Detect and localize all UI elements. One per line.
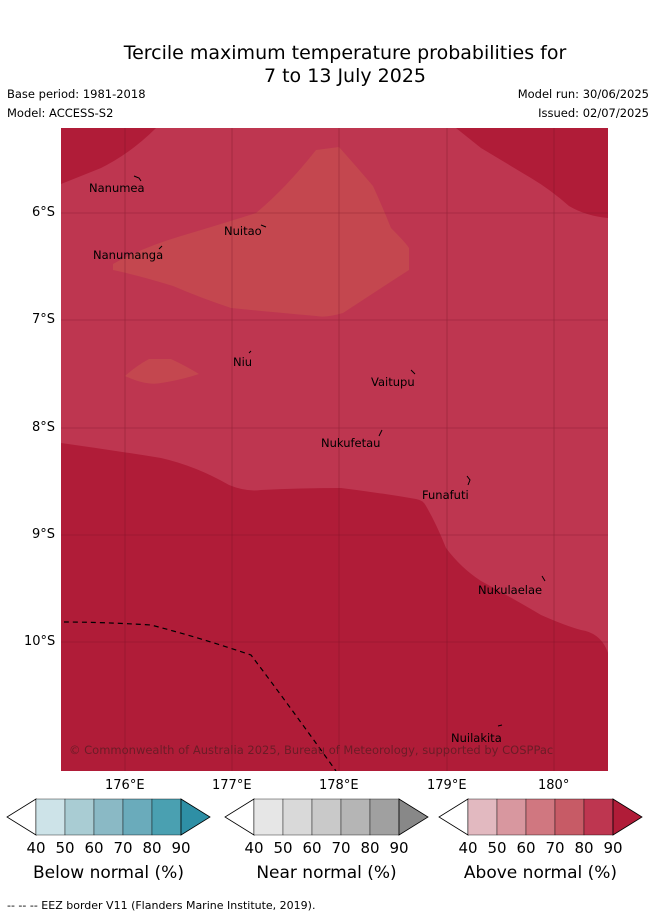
colorbar-below-tick-90: 90	[171, 839, 190, 857]
colorbar-above: 40 50 60 70 80 90	[438, 798, 643, 857]
lat-label-7s: 7°S	[32, 312, 56, 327]
colorbar-below-label: Below normal (%)	[33, 863, 184, 883]
colorbar-below-tick-40: 40	[26, 839, 45, 857]
lon-label-178e: 178°E	[319, 778, 359, 793]
eez-footnote: -- -- -- EEZ border V11 (Flanders Marine…	[7, 899, 316, 912]
colorbar-near-tick-60: 60	[302, 839, 321, 857]
colorbar-below-seg-60-70	[93, 798, 124, 836]
probability-map: Nanumea Nuitao Nanumanga Niu Vaitupu Nuk…	[61, 128, 608, 771]
lat-label-10s: 10°S	[24, 634, 56, 649]
colorbar-above-tick-80: 80	[574, 839, 593, 857]
colorbar-below-tick-80: 80	[142, 839, 161, 857]
colorbar-above-seg-60-70	[525, 798, 556, 836]
colorbar-below-seg-80-90	[151, 798, 182, 836]
place-nukufetau: Nukufetau	[321, 436, 380, 450]
graticule	[61, 128, 608, 771]
colorbar-above-tick-90: 90	[603, 839, 622, 857]
place-nanumanga: Nanumanga	[93, 248, 163, 262]
place-funafuti: Funafuti	[422, 488, 469, 502]
colorbar-near-seg-80-90	[369, 798, 400, 836]
colorbar-below-seg-50-60	[64, 798, 95, 836]
colorbar-above-seg-40-50	[467, 798, 498, 836]
colorbar-below-tick-60: 60	[84, 839, 103, 857]
colorbar-near-label: Near normal (%)	[256, 863, 397, 883]
colorbar-above-tick-50: 50	[487, 839, 506, 857]
colorbar-near-seg-60-70	[311, 798, 342, 836]
colorbars: 40 50 60 70 80 90 40 50 60 70 80 90 40 5…	[6, 798, 643, 857]
colorbar-near-tick-90: 90	[389, 839, 408, 857]
place-nuilakita: Nuilakita	[451, 731, 502, 745]
colorbar-near-tick-70: 70	[331, 839, 350, 857]
colorbar-near-upper-extension	[398, 798, 429, 836]
colorbar-above-upper-extension	[612, 798, 643, 836]
map-title-line1: Tercile maximum temperature probabilitie…	[123, 42, 567, 64]
colorbar-above-seg-80-90	[583, 798, 614, 836]
lat-label-8s: 8°S	[32, 420, 56, 435]
lon-label-176e: 176°E	[105, 778, 145, 793]
colorbar-above-label: Above normal (%)	[463, 863, 618, 883]
colorbar-near-tick-40: 40	[244, 839, 263, 857]
lat-label-9s: 9°S	[32, 527, 56, 542]
model-run-date: Model run: 30/06/2025	[517, 87, 649, 101]
place-nanumea: Nanumea	[89, 181, 145, 195]
region-above-60-70-blob	[125, 359, 199, 384]
colorbar-near-tick-50: 50	[273, 839, 292, 857]
colorbar-below-tick-50: 50	[55, 839, 74, 857]
colorbar-below-lower-extension	[6, 798, 37, 836]
colorbar-below-tick-70: 70	[113, 839, 132, 857]
colorbar-above-tick-70: 70	[545, 839, 564, 857]
region-above-80-plus-nw	[61, 128, 156, 184]
colorbar-above-lower-extension	[438, 798, 469, 836]
model-name: Model: ACCESS-S2	[7, 106, 114, 120]
place-niu: Niu	[233, 355, 252, 369]
colorbar-near-tick-80: 80	[360, 839, 379, 857]
colorbar-near-seg-70-80	[340, 798, 371, 836]
colorbar-above-tick-40: 40	[458, 839, 477, 857]
colorbar-below: 40 50 60 70 80 90	[6, 798, 211, 857]
colorbar-below-seg-40-50	[35, 798, 66, 836]
region-above-60-70-north	[113, 147, 409, 317]
colorbar-above-seg-50-60	[496, 798, 527, 836]
place-nukulaelae: Nukulaelae	[478, 583, 542, 597]
colorbar-below-seg-70-80	[122, 798, 153, 836]
lon-label-177e: 177°E	[212, 778, 252, 793]
colorbar-near: 40 50 60 70 80 90	[224, 798, 429, 857]
issued-date: Issued: 02/07/2025	[538, 106, 649, 120]
colorbar-above-tick-60: 60	[516, 839, 535, 857]
map-title-line2: 7 to 13 July 2025	[263, 65, 427, 87]
place-vaitupu: Vaitupu	[371, 375, 415, 389]
place-nuitao: Nuitao	[224, 224, 262, 238]
colorbar-near-lower-extension	[224, 798, 255, 836]
eez-border	[63, 621, 337, 771]
colorbar-near-seg-40-50	[253, 798, 284, 836]
lon-label-180: 180°	[538, 778, 570, 793]
lat-label-6s: 6°S	[32, 205, 56, 220]
lon-label-179e: 179°E	[427, 778, 467, 793]
copyright-credit: © Commonwealth of Australia 2025, Bureau…	[69, 743, 553, 757]
base-period: Base period: 1981-2018	[7, 87, 146, 101]
region-above-80-plus-ne	[456, 128, 608, 218]
region-above-80-plus-south	[61, 443, 608, 771]
island-marks	[133, 175, 546, 727]
colorbar-above-seg-70-80	[554, 798, 585, 836]
colorbar-near-seg-50-60	[282, 798, 313, 836]
colorbar-below-upper-extension	[180, 798, 211, 836]
